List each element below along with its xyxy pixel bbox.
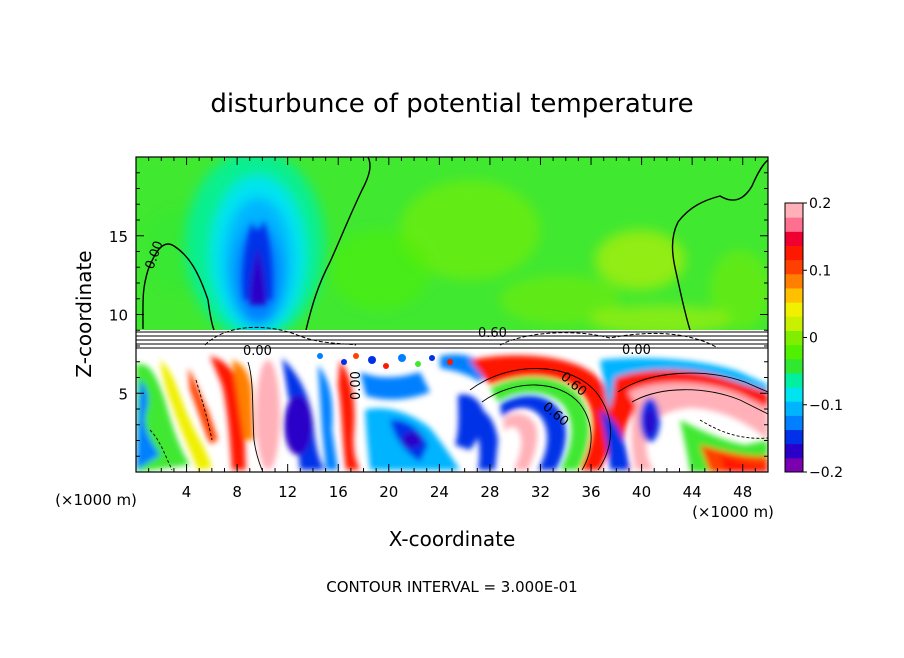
colorbar-tick-label: −0.1 (809, 398, 843, 414)
y-axis: 5 10 15 (109, 172, 768, 457)
contour-interval-note: CONTOUR INTERVAL = 3.000E-01 (326, 578, 577, 596)
lower-layer-speckles (317, 353, 453, 369)
plot-area (136, 157, 768, 472)
x-tick-label: 48 (733, 483, 752, 501)
colorbar-swatch (785, 231, 803, 246)
plume-core (242, 220, 273, 305)
x-tick-label: 32 (531, 483, 550, 501)
y-tick-label: 15 (109, 228, 128, 246)
stable-band (136, 330, 768, 352)
y-tick-label: 5 (118, 385, 128, 403)
x-tick-label: 4 (182, 483, 192, 501)
colorbar-swatch (785, 273, 803, 289)
colorbar-tick-label: 0.2 (809, 196, 831, 212)
y-axis-label: Z-coordinate (72, 250, 96, 377)
colorbar-swatch (785, 217, 803, 232)
x-unit-label-right: (×1000 m) (692, 503, 774, 521)
lower-layer-colors (136, 354, 768, 472)
zero-contours (142, 157, 768, 331)
colorbar-swatch (785, 443, 803, 459)
colorbar: 0.2 0.1 0 −0.1 −0.2 (784, 196, 843, 481)
x-tick-label: 44 (683, 483, 702, 501)
contour-label: 0.00 (349, 371, 364, 400)
x-tick-label: 16 (329, 483, 348, 501)
x-tick-label: 28 (480, 483, 499, 501)
x-axis-label: X-coordinate (389, 527, 516, 551)
colorbar-tick-label: −0.2 (809, 465, 843, 481)
colorbar-swatch (785, 415, 803, 431)
colorbar-swatch (785, 287, 803, 303)
colorbar-swatch (785, 387, 803, 402)
colorbar-swatch (785, 344, 803, 360)
lower-contours (149, 361, 768, 471)
x-axis: 4 8 12 16 20 24 28 32 36 40 44 48 (148, 157, 756, 501)
colorbar-swatch (785, 401, 803, 416)
x-tick-label: 8 (232, 483, 242, 501)
x-tick-label: 12 (278, 483, 297, 501)
colorbar-swatch (785, 358, 803, 374)
colorbar-swatch (785, 330, 803, 346)
colorbar-swatch (785, 245, 803, 261)
x-unit-label-left: (×1000 m) (55, 491, 137, 509)
colorbar-swatch (785, 316, 803, 331)
x-tick-label: 20 (379, 483, 398, 501)
colorbar-swatch (785, 429, 803, 445)
chart-title: disturbunce of potential temperature (210, 89, 693, 119)
colorbar-tick-label: 0.1 (809, 263, 831, 279)
colorbar-tick-label: 0 (809, 331, 818, 347)
band-contours (136, 326, 768, 349)
contour-label: 0.00 (622, 343, 651, 358)
contour-label: 0.00 (243, 344, 272, 359)
x-tick-label: 24 (430, 483, 449, 501)
colorbar-swatch (785, 457, 803, 473)
colorbar-swatch (785, 372, 803, 388)
colorbar-swatch (785, 302, 803, 317)
y-tick-label: 10 (109, 307, 128, 325)
colorbar-swatch (785, 259, 803, 275)
x-tick-label: 40 (632, 483, 651, 501)
contour-label: 0.60 (478, 326, 507, 341)
x-tick-label: 36 (581, 483, 600, 501)
colorbar-swatch (785, 203, 803, 218)
